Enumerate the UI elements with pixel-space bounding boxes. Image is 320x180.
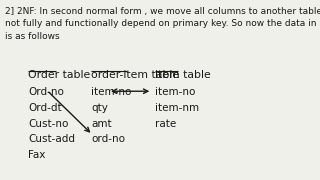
Text: Ord-no: Ord-no [28, 87, 64, 97]
Text: Order table: Order table [28, 70, 90, 80]
Text: order-item table: order-item table [91, 70, 180, 80]
Text: not fully and functionally depend on primary key. So now the data in 2NF form: not fully and functionally depend on pri… [5, 19, 320, 28]
Text: rate: rate [155, 119, 176, 129]
Text: item-no: item-no [155, 87, 195, 97]
Text: ord-no: ord-no [91, 134, 125, 144]
Text: Ord-dt: Ord-dt [28, 103, 61, 113]
Text: item-nm: item-nm [155, 103, 199, 113]
Text: 2] 2NF: In second normal form , we move all columns to another table that do: 2] 2NF: In second normal form , we move … [5, 7, 320, 16]
Text: amt: amt [91, 119, 112, 129]
Text: item table: item table [155, 70, 211, 80]
Text: Fax: Fax [28, 150, 45, 160]
Text: is as follows: is as follows [5, 32, 60, 41]
Text: item-no: item-no [91, 87, 132, 97]
Text: Cust-add: Cust-add [28, 134, 75, 144]
Text: qty: qty [91, 103, 108, 113]
Text: Cust-no: Cust-no [28, 119, 68, 129]
